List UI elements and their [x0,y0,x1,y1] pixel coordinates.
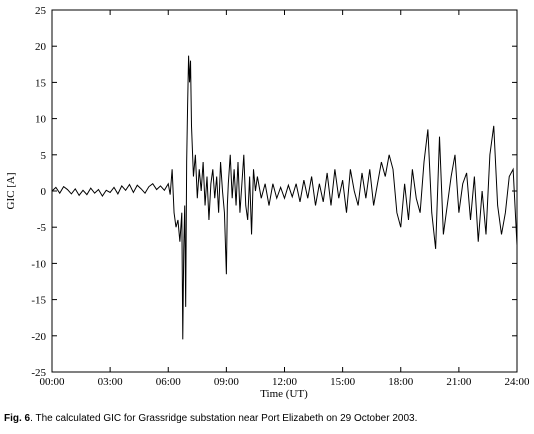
data-line [51,55,518,340]
y-tick-label: -10 [31,258,46,270]
y-tick-label: -25 [31,367,46,379]
y-tick-label: -15 [31,295,46,307]
x-tick-label: 24:00 [504,376,530,388]
caption-text: . The calculated GIC for Grassridge subs… [30,413,417,424]
y-tick-label: 25 [35,5,47,17]
y-tick-label: 10 [35,114,47,126]
x-tick-label: 00:00 [39,376,65,388]
y-tick-label: -20 [31,331,46,343]
x-tick-label: 03:00 [98,376,124,388]
y-tick-label: 15 [35,77,47,89]
x-tick-label: 21:00 [446,376,472,388]
y-tick-label: 5 [41,150,47,162]
x-tick-label: 18:00 [388,376,414,388]
y-tick-label: -5 [37,222,47,234]
y-tick-label: 20 [35,41,47,53]
x-tick-label: 09:00 [214,376,240,388]
y-axis-label: GIC [A] [5,173,17,210]
x-tick-label: 06:00 [156,376,182,388]
caption: Fig. 6. The calculated GIC for Grassridg… [4,413,417,424]
x-tick-label: 15:00 [330,376,356,388]
y-tick-label: 0 [41,186,47,198]
x-axis-label: Time (UT) [260,388,308,400]
caption-label: Fig. 6 [4,413,31,424]
x-tick-label: 12:00 [272,376,298,388]
plot-frame [51,9,518,373]
